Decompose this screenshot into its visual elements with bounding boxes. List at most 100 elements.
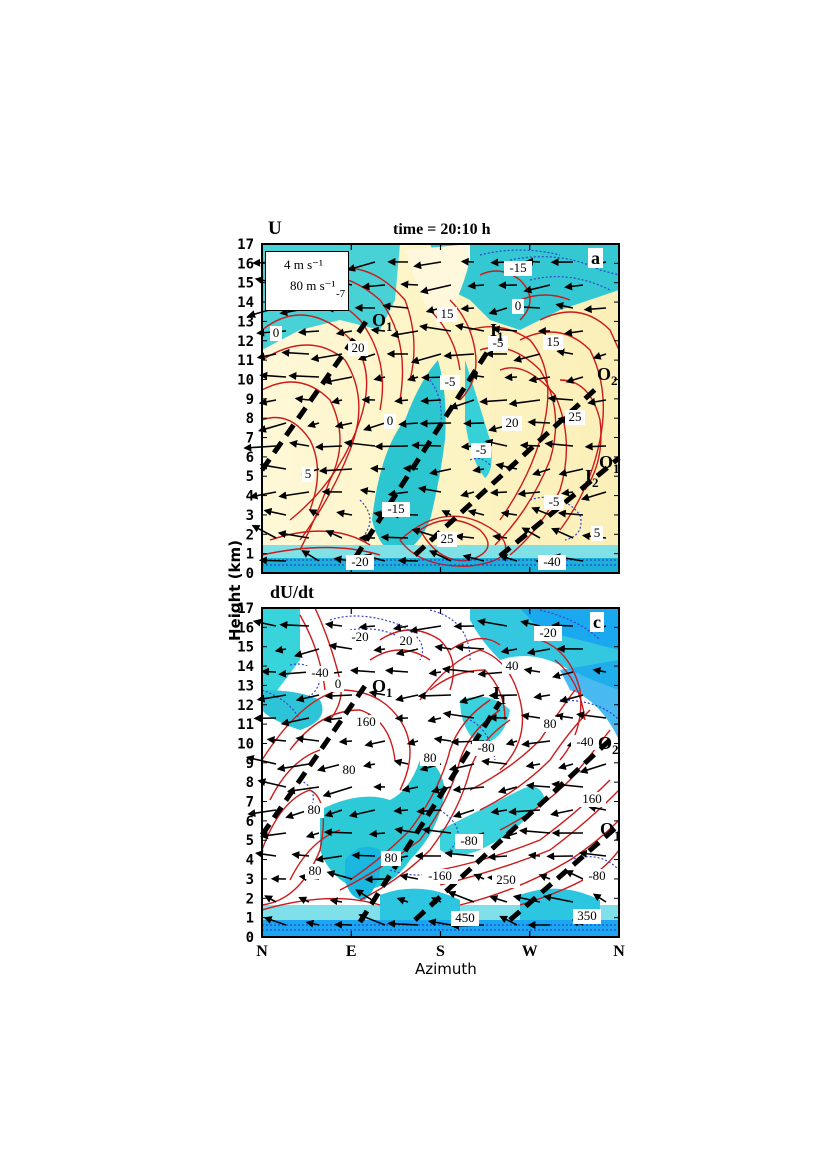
y-tick-label: 0 xyxy=(246,930,254,946)
y-tick-label: 15 xyxy=(237,640,254,656)
wind-vector xyxy=(495,462,518,470)
y-tick-label: 17 xyxy=(237,601,254,617)
wind-vector xyxy=(430,786,452,794)
wind-vector xyxy=(488,691,518,700)
wind-vector xyxy=(394,396,409,405)
wind-vector xyxy=(364,875,386,884)
wind-vector xyxy=(449,399,475,410)
contour-label-bg xyxy=(540,717,560,732)
wind-vector xyxy=(289,439,310,448)
wind-vector xyxy=(489,895,508,903)
wind-vector xyxy=(358,913,386,926)
wind-vector xyxy=(318,466,353,475)
contour-label: 80 xyxy=(544,716,557,731)
wind-vector xyxy=(390,330,419,339)
panel-a-letter: a xyxy=(588,248,603,268)
feature-label: I1 xyxy=(490,320,504,344)
wind-vector xyxy=(491,325,518,334)
contour-label: 0 xyxy=(515,298,522,313)
wind-vector xyxy=(411,441,442,450)
y-tick-label: 3 xyxy=(246,872,254,888)
wind-vector xyxy=(500,509,518,518)
x-tick-label: E xyxy=(346,943,357,960)
contour-label: 80 xyxy=(424,750,437,765)
contour-label: -20 xyxy=(351,629,368,644)
feature-label: O2 xyxy=(597,364,618,388)
wind-vector xyxy=(561,488,574,497)
wind-vector xyxy=(578,849,607,858)
legend-horizontal-scale: 80 m s⁻¹ xyxy=(290,278,336,293)
wind-vector xyxy=(323,376,353,385)
wind-vector xyxy=(454,532,475,541)
wind-vector xyxy=(325,530,343,539)
contour-label: 80 xyxy=(309,863,322,878)
wind-vector xyxy=(455,643,485,652)
y-tick-label: 6 xyxy=(246,814,254,830)
wind-vector xyxy=(427,715,442,724)
wind-vector xyxy=(399,873,419,881)
panel-c-field xyxy=(262,608,619,937)
wind-vector xyxy=(499,553,518,562)
wind-vector xyxy=(428,550,452,562)
contour-label-bg xyxy=(339,763,359,778)
wind-vector xyxy=(384,666,409,675)
panel-c-contour-labels: -20 20 -20 -40 0 40 160 -80 80 80 80 -40 80 160 -80 80 8… xyxy=(304,625,611,926)
wind-vector xyxy=(490,807,508,816)
wind-vector xyxy=(525,781,551,790)
wind-vector xyxy=(322,786,353,798)
wind-vector xyxy=(501,831,518,840)
wind-vector xyxy=(351,851,376,860)
wind-vector xyxy=(387,919,419,928)
contour-label-bg xyxy=(381,851,401,866)
wind-vector xyxy=(398,419,419,428)
contour-label: 20 xyxy=(506,415,519,430)
contour-label-bg xyxy=(440,375,460,390)
wind-vector xyxy=(359,487,376,495)
wind-vector xyxy=(358,622,376,631)
y-tick-label: 7 xyxy=(246,431,254,447)
y-tick-label: 14 xyxy=(237,295,254,311)
wind-vector xyxy=(492,533,508,542)
panel-c-x-tickmarks xyxy=(261,608,620,937)
contour-label: 250 xyxy=(496,872,516,887)
wind-vector xyxy=(518,827,551,836)
wind-vector xyxy=(387,489,409,498)
y-tick-label: 16 xyxy=(237,620,254,636)
wind-vector xyxy=(323,715,343,724)
panel-c-letter: c xyxy=(590,612,604,632)
wind-vector xyxy=(528,375,551,384)
wind-vector xyxy=(583,305,607,314)
wind-vector xyxy=(286,786,320,795)
wind-vector xyxy=(555,301,574,310)
contour-label: -5 xyxy=(549,494,560,509)
wind-vector xyxy=(409,625,442,634)
wind-vector xyxy=(433,735,452,744)
wind-vector xyxy=(473,873,485,882)
wind-vector xyxy=(521,739,551,748)
wind-vector xyxy=(527,851,541,860)
wind-vector xyxy=(592,893,607,903)
wind-vector xyxy=(305,919,320,928)
wind-vector xyxy=(434,643,452,652)
wind-vector xyxy=(527,418,551,427)
y-tick-label: 0 xyxy=(246,566,254,582)
contour-label: 25 xyxy=(569,409,582,424)
wind-vector xyxy=(499,915,518,926)
wind-vector xyxy=(249,491,277,500)
wind-vector xyxy=(526,647,551,656)
wind-vector xyxy=(266,735,287,744)
wind-vector xyxy=(442,710,475,719)
wind-vector xyxy=(370,464,386,473)
wind-vector xyxy=(395,694,419,703)
y-tick-label: 9 xyxy=(246,756,254,772)
contour-label-bg xyxy=(420,751,440,766)
contour-label-bg xyxy=(472,741,500,756)
wind-vector xyxy=(489,488,508,497)
contour-label: -15 xyxy=(509,260,526,275)
wind-vector xyxy=(452,785,485,794)
wind-vector xyxy=(259,831,287,840)
y-tick-label: 14 xyxy=(237,659,254,675)
wind-vector xyxy=(417,691,452,700)
contour-label: -80 xyxy=(477,740,494,755)
